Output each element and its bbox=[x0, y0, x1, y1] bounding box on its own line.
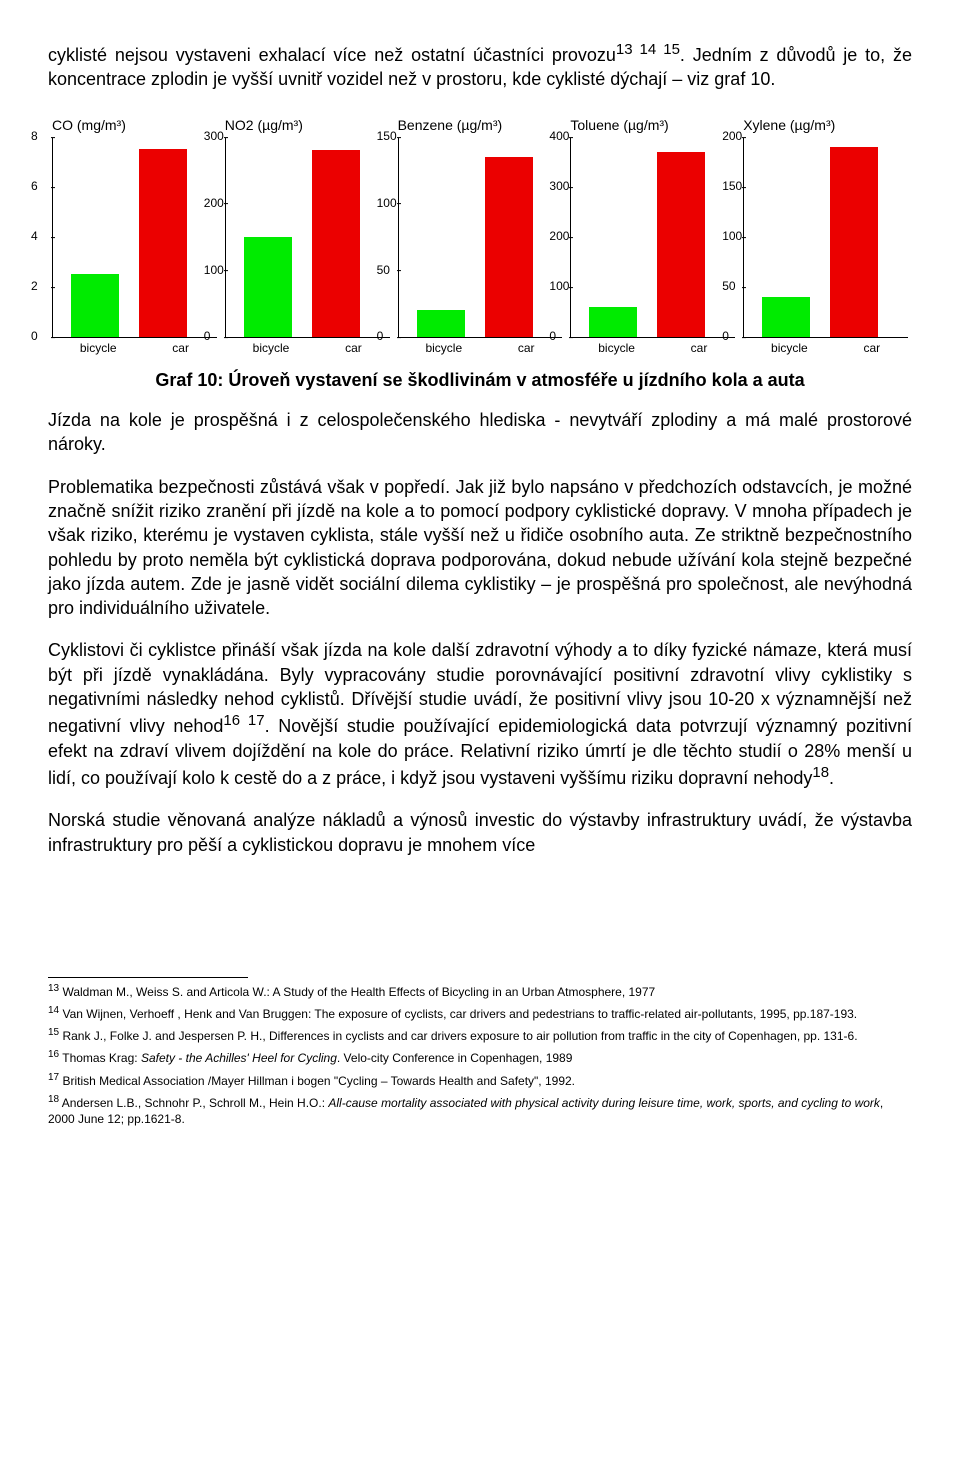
ytick: 0 bbox=[377, 329, 384, 345]
chart-title: Benzene (µg/m³) bbox=[398, 116, 563, 134]
chart-row: CO (mg/m³)02468bicyclecarNO2 (µg/m³)0100… bbox=[48, 116, 912, 356]
ytick: 100 bbox=[549, 279, 569, 295]
xlabel: bicycle bbox=[80, 340, 117, 356]
footnote-number: 15 bbox=[48, 1027, 59, 1038]
chart-title: NO2 (µg/m³) bbox=[225, 116, 390, 134]
bar-bicycle bbox=[244, 237, 292, 337]
ytick: 0 bbox=[31, 329, 38, 345]
chart-title: Xylene (µg/m³) bbox=[743, 116, 908, 134]
ytick: 50 bbox=[722, 279, 735, 295]
bar-bicycle bbox=[417, 310, 465, 337]
p1-pre: cyklisté nejsou vystaveni exhalací více … bbox=[48, 45, 616, 65]
ytick: 100 bbox=[204, 262, 224, 278]
xlabels: bicycle car bbox=[225, 340, 390, 356]
xlabels: bicycle car bbox=[52, 340, 217, 356]
bar-car bbox=[485, 157, 533, 337]
p4-sup1: 16 17 bbox=[223, 712, 264, 729]
xlabel: bicycle bbox=[253, 340, 290, 356]
ytick: 0 bbox=[204, 329, 211, 345]
xlabel: car bbox=[345, 340, 362, 356]
footnote-14: 14 Van Wijnen, Verhoeff , Henk and Van B… bbox=[48, 1004, 912, 1022]
chart-3: Toluene (µg/m³) 0100200300400 bicycle car bbox=[570, 116, 735, 356]
footnote-13: 13 Waldman M., Weiss S. and Articola W.:… bbox=[48, 982, 912, 1000]
footnote-number: 13 bbox=[48, 983, 59, 994]
paragraph-5: Norská studie věnovaná analýze nákladů a… bbox=[48, 808, 912, 857]
ytick: 400 bbox=[549, 129, 569, 145]
bar-bicycle bbox=[71, 274, 119, 337]
chart-title: CO (mg/m³) bbox=[52, 116, 217, 134]
chart-area: 0100200300400 bbox=[570, 138, 735, 338]
chart-1: NO2 (µg/m³) 0100200300 bicycle car bbox=[225, 116, 390, 356]
ytick: 0 bbox=[549, 329, 556, 345]
p4-sup2: 18 bbox=[812, 764, 829, 781]
ytick: 150 bbox=[722, 179, 742, 195]
ytick: 300 bbox=[549, 179, 569, 195]
chart-0: CO (mg/m³) 02468 bicycle car bbox=[52, 116, 217, 356]
xlabel: car bbox=[691, 340, 708, 356]
ytick: 200 bbox=[549, 229, 569, 245]
bar-bicycle bbox=[589, 307, 637, 337]
footnote-separator bbox=[48, 977, 248, 978]
paragraph-4: Cyklistovi či cyklistce přináší však jíz… bbox=[48, 638, 912, 790]
xlabel: car bbox=[172, 340, 189, 356]
ytick: 0 bbox=[722, 329, 729, 345]
ytick: 150 bbox=[377, 129, 397, 145]
ytick: 200 bbox=[722, 129, 742, 145]
footnote-number: 18 bbox=[48, 1094, 59, 1105]
chart-4: Xylene (µg/m³) 050100150200 bicycle car bbox=[743, 116, 908, 356]
xlabel: car bbox=[863, 340, 880, 356]
p4-c: . bbox=[829, 768, 834, 788]
chart-title: Toluene (µg/m³) bbox=[570, 116, 735, 134]
footnote-18: 18 Andersen L.B., Schnohr P., Schroll M.… bbox=[48, 1093, 912, 1127]
chart-2: Benzene (µg/m³) 050100150 bicycle car bbox=[398, 116, 563, 356]
chart-caption: Graf 10: Úroveň vystavení se škodlivinám… bbox=[48, 368, 912, 392]
paragraph-3: Problematika bezpečnosti zůstává však v … bbox=[48, 475, 912, 621]
paragraph-2: Jízda na kole je prospěšná i z celospole… bbox=[48, 408, 912, 457]
chart-area: 050100150 bbox=[398, 138, 563, 338]
xlabels: bicycle car bbox=[398, 340, 563, 356]
ytick: 50 bbox=[377, 262, 390, 278]
bar-car bbox=[830, 147, 878, 337]
chart-area: 050100150200 bbox=[743, 138, 908, 338]
ytick: 6 bbox=[31, 179, 38, 195]
footnote-italic: All-cause mortality associated with phys… bbox=[328, 1096, 880, 1110]
bar-bicycle bbox=[762, 297, 810, 337]
xlabel: bicycle bbox=[771, 340, 808, 356]
xlabel: bicycle bbox=[425, 340, 462, 356]
footnote-15: 15 Rank J., Folke J. and Jespersen P. H.… bbox=[48, 1026, 912, 1044]
xlabels: bicycle car bbox=[570, 340, 735, 356]
xlabel: bicycle bbox=[598, 340, 635, 356]
footnote-italic: Safety - the Achilles' Heel for Cycling bbox=[141, 1051, 337, 1065]
footnote-16: 16 Thomas Krag: Safety - the Achilles' H… bbox=[48, 1048, 912, 1066]
ytick: 8 bbox=[31, 129, 38, 145]
bar-car bbox=[657, 152, 705, 337]
ytick: 2 bbox=[31, 279, 38, 295]
footnote-17: 17 British Medical Association /Mayer Hi… bbox=[48, 1071, 912, 1089]
ytick: 300 bbox=[204, 129, 224, 145]
ytick: 200 bbox=[204, 195, 224, 211]
footnote-number: 16 bbox=[48, 1049, 59, 1060]
bar-car bbox=[139, 149, 187, 337]
chart-area: 02468 bbox=[52, 138, 217, 338]
ytick: 100 bbox=[377, 195, 397, 211]
xlabel: car bbox=[518, 340, 535, 356]
chart-area: 0100200300 bbox=[225, 138, 390, 338]
ytick: 100 bbox=[722, 229, 742, 245]
p1-sup: 13 14 15 bbox=[616, 41, 680, 58]
footnote-number: 17 bbox=[48, 1072, 59, 1083]
xlabels: bicycle car bbox=[743, 340, 908, 356]
footnotes: 13 Waldman M., Weiss S. and Articola W.:… bbox=[48, 982, 912, 1127]
ytick: 4 bbox=[31, 229, 38, 245]
bar-car bbox=[312, 150, 360, 337]
paragraph-1: cyklisté nejsou vystaveni exhalací více … bbox=[48, 40, 912, 92]
footnote-number: 14 bbox=[48, 1005, 59, 1016]
